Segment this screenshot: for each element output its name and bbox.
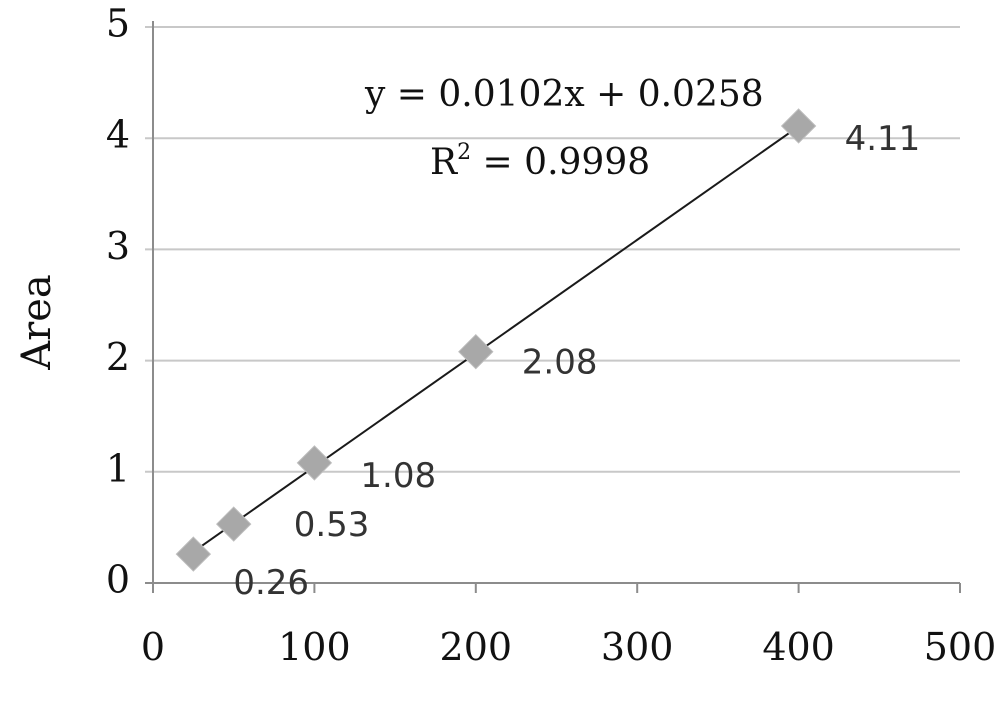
y-tick-label: 3 bbox=[106, 224, 130, 268]
data-points bbox=[175, 108, 817, 572]
x-tick-label: 300 bbox=[601, 625, 674, 669]
data-label: 0.53 bbox=[294, 505, 370, 545]
y-tick-label: 0 bbox=[106, 558, 130, 602]
trendline-group bbox=[192, 125, 800, 553]
r-squared-value: = 0.9998 bbox=[471, 142, 650, 183]
data-point bbox=[175, 536, 212, 572]
data-label: 2.08 bbox=[522, 343, 598, 383]
r-squared-superscript: 2 bbox=[457, 140, 471, 165]
x-tick-label: 500 bbox=[924, 625, 997, 669]
x-tick-label: 100 bbox=[278, 625, 351, 669]
data-label: 4.11 bbox=[845, 119, 921, 159]
data-point bbox=[215, 506, 252, 542]
data-label: 1.08 bbox=[360, 456, 436, 496]
data-point bbox=[296, 445, 333, 481]
x-tick-label: 0 bbox=[141, 625, 165, 669]
y-tick-label: 2 bbox=[106, 335, 130, 379]
data-labels: 0.26 0.53 1.08 2.08 4.11 bbox=[233, 119, 920, 603]
r-squared-letter: R bbox=[430, 142, 458, 183]
trendline-equation: y = 0.0102x + 0.0258 bbox=[364, 74, 764, 115]
y-axis-label: Area bbox=[14, 274, 60, 371]
y-tick-label: 1 bbox=[106, 446, 130, 490]
x-tick-label: 200 bbox=[440, 625, 513, 669]
axes bbox=[145, 21, 961, 593]
data-point bbox=[458, 333, 494, 370]
x-tick-label: 400 bbox=[762, 625, 835, 669]
gridlines bbox=[145, 26, 960, 473]
tick-labels: 0 1 2 3 4 5 0 100 200 300 400 500 bbox=[106, 2, 996, 670]
y-tick-label: 4 bbox=[106, 113, 130, 157]
y-tick-label: 5 bbox=[106, 2, 130, 46]
data-point bbox=[780, 108, 817, 144]
r-squared-label: R2 = 0.9998 bbox=[430, 140, 650, 183]
data-label: 0.26 bbox=[233, 563, 309, 603]
trendline bbox=[192, 125, 800, 553]
